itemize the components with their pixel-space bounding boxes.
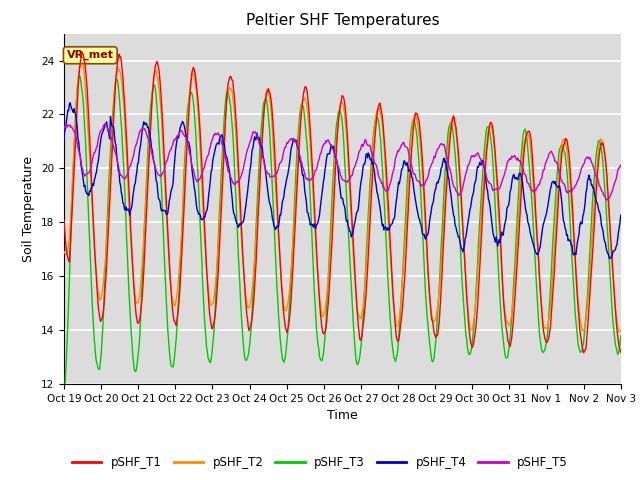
Text: VR_met: VR_met	[67, 50, 114, 60]
X-axis label: Time: Time	[327, 409, 358, 422]
Y-axis label: Soil Temperature: Soil Temperature	[22, 156, 35, 262]
Legend: pSHF_T1, pSHF_T2, pSHF_T3, pSHF_T4, pSHF_T5: pSHF_T1, pSHF_T2, pSHF_T3, pSHF_T4, pSHF…	[67, 452, 573, 474]
Title: Peltier SHF Temperatures: Peltier SHF Temperatures	[246, 13, 439, 28]
